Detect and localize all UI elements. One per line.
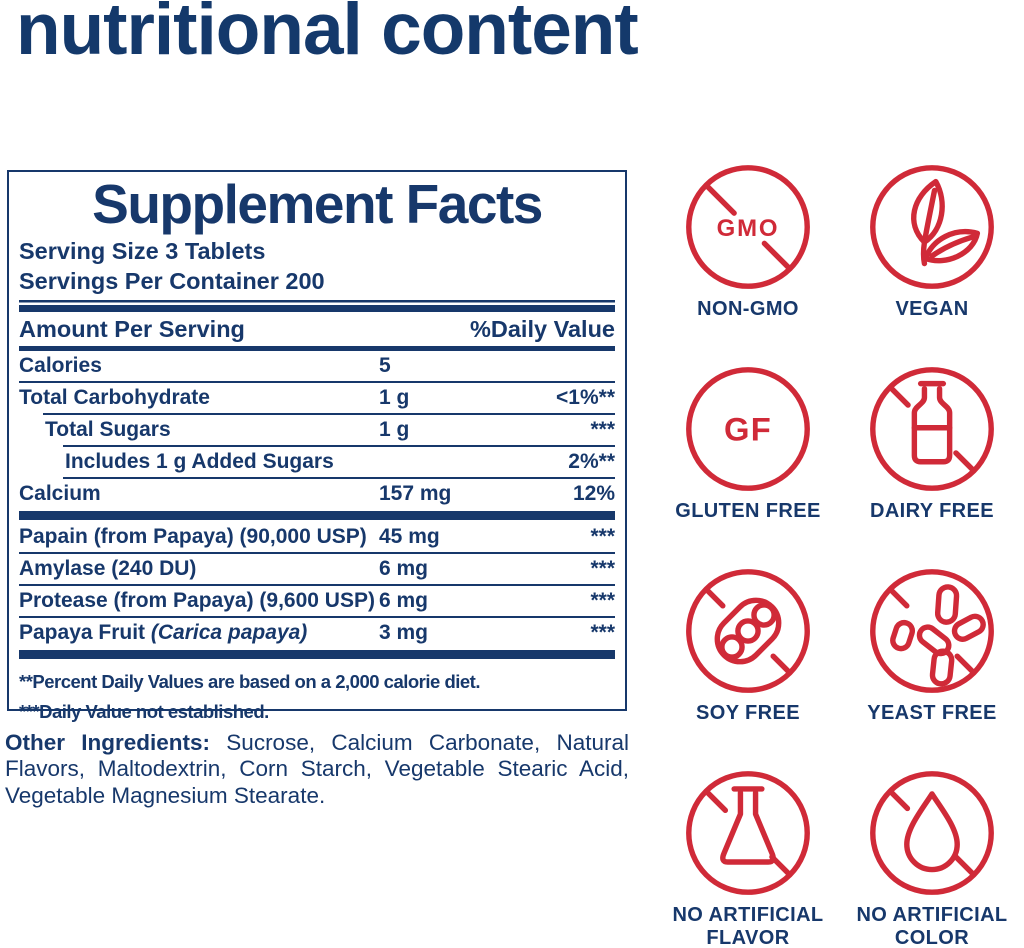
nutrient-dv: 2%** <box>568 450 615 474</box>
table-row-papaya-fruit: Papaya Fruit (Carica papaya) 3 mg *** <box>19 618 615 648</box>
nutrient-amount: 3 mg <box>379 621 429 645</box>
table-row-protease: Protease (from Papaya) (9,600 USP) 6 mg … <box>19 586 615 616</box>
row-divider <box>63 477 615 480</box>
amount-per-serving-header: Amount Per Serving <box>19 315 245 342</box>
table-row-total-sugars: Total Sugars 1 g *** <box>19 415 615 445</box>
table-row-calories: Calories 5 <box>19 351 615 381</box>
flask-crossed-icon <box>686 771 810 895</box>
gf-icon: GF <box>686 367 810 491</box>
badge-soy-free: SOY FREE <box>656 568 840 770</box>
nutrient-amount: 6 mg <box>379 557 429 581</box>
row-divider <box>19 552 615 555</box>
divider-mid <box>19 346 615 352</box>
badge-label-line1: NO ARTIFICIAL <box>856 904 1008 926</box>
row-divider <box>19 584 615 587</box>
supplement-facts-panel: Supplement Facts Serving Size 3 Tablets … <box>7 170 627 722</box>
badge-label: SOY FREE <box>696 702 800 724</box>
other-ingredients-label: Other Ingredients: <box>5 730 211 755</box>
nutrient-name: Papain (from Papaya) (90,000 USP) <box>19 525 367 549</box>
badge-label-line1: NO ARTIFICIAL <box>672 904 824 926</box>
badge-no-artificial-flavor: NO ARTIFICIAL FLAVOR <box>656 770 840 948</box>
other-ingredients: Other Ingredients: Sucrose, Calcium Carb… <box>5 730 629 809</box>
nutrient-dv: *** <box>590 621 615 645</box>
nutrient-dv: *** <box>590 589 615 613</box>
other-ingredients-text: Sucrose, Calcium Carbonate, Natural Flav… <box>5 730 629 808</box>
nutrient-name: Protease (from Papaya) (9,600 USP) <box>19 589 375 613</box>
nutrient-name: Total Carbohydrate <box>19 386 210 410</box>
milk-bottle-crossed-icon <box>870 367 994 491</box>
badge-label: VEGAN <box>895 298 969 320</box>
nutrient-amount: 45 mg <box>379 525 440 549</box>
footnotes: **Percent Daily Values are based on a 2,… <box>19 661 615 726</box>
nutrient-name-latin: (Carica papaya) <box>150 621 308 645</box>
nutrient-amount: 5 <box>379 354 391 378</box>
row-divider <box>43 413 615 416</box>
badge-gluten-free: GF GLUTEN FREE <box>656 366 840 568</box>
footnote-not-established: ***Daily Value not established. <box>19 700 269 722</box>
nutrient-amount: 6 mg <box>379 589 429 613</box>
row-divider <box>19 616 615 619</box>
supplement-facts-title: Supplement Facts <box>92 173 543 235</box>
table-row-added-sugars: Includes 1 g Added Sugars 2%** <box>19 447 615 477</box>
badge-no-artificial-color: NO ARTIFICIAL COLOR <box>840 770 1024 948</box>
leaf-icon <box>870 165 994 289</box>
nutrient-amount: 1 g <box>379 418 410 442</box>
row-divider <box>63 445 615 448</box>
nutrient-dv: *** <box>590 525 615 549</box>
nutrient-dv: *** <box>590 557 615 581</box>
badge-vegan: VEGAN <box>840 164 1024 366</box>
badge-label: GLUTEN FREE <box>675 500 821 522</box>
nutrient-dv: 12% <box>572 482 615 506</box>
nutrient-dv: *** <box>590 418 615 442</box>
serving-size: Serving Size 3 Tablets <box>19 238 266 265</box>
badge-label: YEAST FREE <box>867 702 997 724</box>
badge-label-line2: FLAVOR <box>706 927 790 948</box>
nutrient-name-regular: Papaya Fruit <box>19 621 151 645</box>
nutrient-amount: 1 g <box>379 386 410 410</box>
droplet-crossed-icon <box>870 771 994 895</box>
page-title: nutritional content <box>16 0 639 70</box>
badge-non-gmo: GMO NON-GMO <box>656 164 840 366</box>
footnote-daily-values: **Percent Daily Values are based on a 2,… <box>19 671 480 693</box>
badge-label: NON-GMO <box>697 298 799 320</box>
badge-yeast-free: YEAST FREE <box>840 568 1024 770</box>
table-row-calcium: Calcium 157 mg 12% <box>19 479 615 509</box>
table-row-papain: Papain (from Papaya) (90,000 USP) 45 mg … <box>19 522 615 552</box>
table-row-total-carbohydrate: Total Carbohydrate 1 g <1%** <box>19 383 615 413</box>
badge-label: DAIRY FREE <box>869 500 995 522</box>
divider-thick <box>19 511 615 521</box>
nutrient-name: Calcium <box>19 482 101 506</box>
nutrient-name: Includes 1 g Added Sugars <box>65 450 334 474</box>
row-divider <box>19 381 615 384</box>
serving-info: Serving Size 3 Tablets Servings Per Cont… <box>19 236 615 296</box>
nutrient-name: Papaya Fruit (Carica papaya) <box>19 621 379 645</box>
soy-pod-crossed-icon <box>686 569 810 693</box>
nutrient-amount: 157 mg <box>379 482 452 506</box>
nutrient-name: Total Sugars <box>45 418 171 442</box>
gf-icon-text: GF <box>724 410 772 447</box>
badge-label: NO ARTIFICIAL COLOR <box>856 904 1007 948</box>
table-row-amylase: Amylase (240 DU) 6 mg *** <box>19 554 615 584</box>
nutrient-dv: <1%** <box>556 386 615 410</box>
gmo-crossed-icon: GMO <box>686 165 810 289</box>
servings-per-container: Servings Per Container 200 <box>19 268 325 295</box>
badge-label-line2: COLOR <box>894 927 970 948</box>
badge-label: NO ARTIFICIAL FLAVOR <box>672 904 823 948</box>
daily-value-header: %Daily Value <box>470 315 615 342</box>
yeast-crossed-icon <box>870 569 994 693</box>
diet-badges-grid: GMO NON-GMO VEGAN GF GLUTEN FREE <box>656 164 1024 948</box>
divider-thick <box>19 650 615 660</box>
nutrient-name: Calories <box>19 354 102 378</box>
divider-double <box>19 300 615 313</box>
gmo-icon-text: GMO <box>717 215 780 242</box>
badge-dairy-free: DAIRY FREE <box>840 366 1024 568</box>
table-column-header: Amount Per Serving %Daily Value <box>19 312 615 346</box>
nutrient-name: Amylase (240 DU) <box>19 557 197 581</box>
